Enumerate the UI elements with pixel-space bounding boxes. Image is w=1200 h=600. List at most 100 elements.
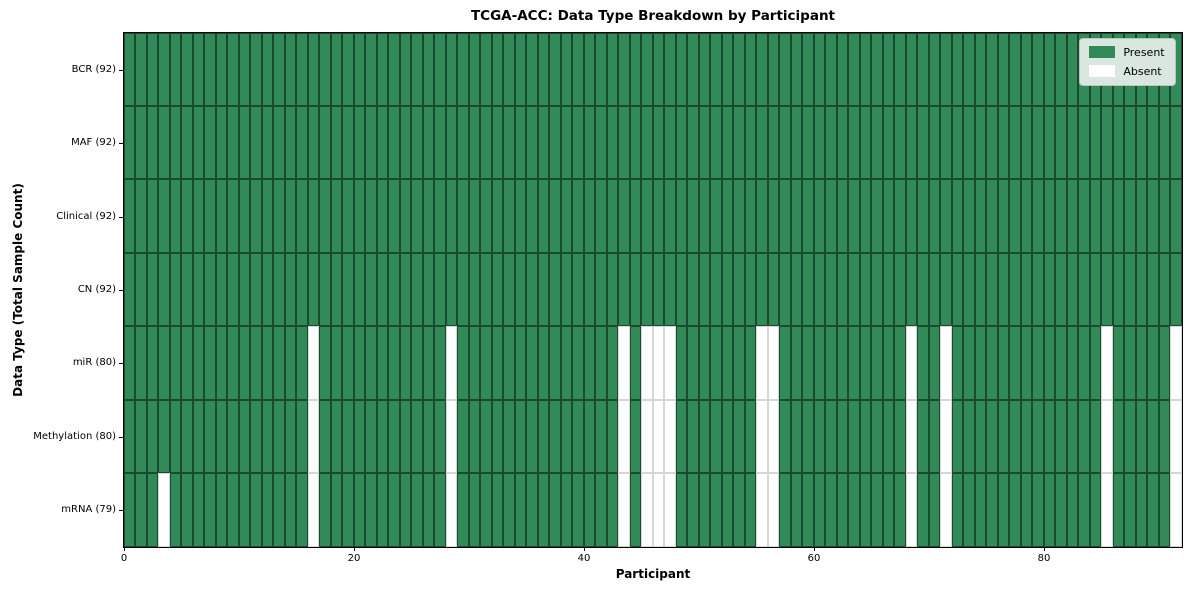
- heatmap-cell: [319, 106, 331, 180]
- heatmap-cell: [675, 32, 688, 107]
- heatmap-cell: [767, 473, 780, 547]
- heatmap-cell: [399, 179, 412, 253]
- heatmap-cell: [744, 252, 757, 327]
- y-tick-label-cn: CN (92): [77, 284, 116, 295]
- heatmap-cell: [687, 326, 699, 400]
- heatmap-cell: [986, 326, 998, 400]
- heatmap-cell: [583, 473, 596, 547]
- heatmap-cell: [813, 326, 826, 400]
- heatmap-cell: [307, 32, 320, 107]
- heatmap-cell: [560, 399, 573, 474]
- heatmap-cell: [514, 326, 527, 400]
- heatmap-cell: [123, 106, 136, 180]
- heatmap-cell: [779, 32, 791, 107]
- heatmap-cell: [227, 326, 239, 400]
- heatmap-cell: [675, 473, 688, 547]
- heatmap-cell: [986, 473, 998, 547]
- heatmap-cell: [422, 252, 435, 327]
- heatmap-cell: [342, 473, 354, 547]
- heatmap-cell: [296, 179, 308, 253]
- heatmap-cell: [549, 473, 561, 547]
- heatmap-cell: [917, 179, 929, 253]
- heatmap-cell: [882, 399, 895, 474]
- heatmap-cell: [549, 326, 561, 400]
- heatmap-cell: [319, 32, 331, 107]
- heatmap-cell: [204, 399, 216, 474]
- heatmap-cell: [859, 179, 872, 253]
- heatmap-cell: [376, 179, 389, 253]
- heatmap-cell: [744, 106, 757, 180]
- heatmap-cell: [1009, 179, 1021, 253]
- heatmap-cell: [250, 399, 262, 474]
- heatmap-cell: [882, 32, 895, 107]
- heatmap-cell: [675, 179, 688, 253]
- heatmap-cell: [802, 179, 814, 253]
- heatmap-cell: [595, 326, 607, 400]
- heatmap-cell: [813, 179, 826, 253]
- heatmap-cell: [445, 399, 458, 474]
- heatmap-cell: [744, 399, 757, 474]
- heatmap-cell: [825, 106, 837, 180]
- heatmap-cell: [1055, 32, 1067, 107]
- heatmap-cell: [135, 106, 147, 180]
- heatmap-cell: [790, 252, 803, 327]
- heatmap-cell: [641, 473, 653, 547]
- heatmap-cell: [250, 32, 262, 107]
- heatmap-cell: [204, 252, 216, 327]
- heatmap-cell: [238, 252, 251, 327]
- heatmap-cell: [514, 399, 527, 474]
- heatmap-cell: [503, 326, 515, 400]
- heatmap-cell: [468, 32, 481, 107]
- heatmap-cell: [215, 326, 228, 400]
- heatmap-cell: [146, 106, 159, 180]
- heatmap-cell: [537, 252, 550, 327]
- heatmap-cell: [284, 179, 297, 253]
- heatmap-cell: [526, 32, 538, 107]
- heatmap-cell: [974, 106, 987, 180]
- heatmap-cell: [779, 179, 791, 253]
- heatmap-cell: [744, 473, 757, 547]
- heatmap-cell: [549, 106, 561, 180]
- heatmap-cell: [963, 32, 975, 107]
- heatmap-row-cn: [123, 252, 1182, 327]
- heatmap-cell: [549, 399, 561, 474]
- heatmap-cell: [307, 473, 320, 547]
- heatmap-cell: [1078, 179, 1090, 253]
- heatmap-cell: [767, 252, 780, 327]
- heatmap-cell: [756, 252, 768, 327]
- heatmap-cell: [894, 179, 906, 253]
- heatmap-cell: [836, 399, 849, 474]
- heatmap-cell: [825, 179, 837, 253]
- heatmap-cell: [917, 399, 929, 474]
- heatmap-cell: [284, 32, 297, 107]
- heatmap-cell: [963, 326, 975, 400]
- heatmap-cell: [974, 399, 987, 474]
- heatmap-cell: [353, 326, 366, 400]
- heatmap-cell: [779, 399, 791, 474]
- heatmap-cell: [158, 179, 170, 253]
- heatmap-cell: [986, 399, 998, 474]
- heatmap-cell: [261, 473, 274, 547]
- heatmap-cell: [169, 473, 182, 547]
- heatmap-cell: [583, 179, 596, 253]
- heatmap-cell: [733, 399, 745, 474]
- heatmap-cell: [135, 326, 147, 400]
- heatmap-cell: [422, 106, 435, 180]
- heatmap-cell: [721, 399, 734, 474]
- heatmap-cell: [284, 399, 297, 474]
- heatmap-cell: [1032, 32, 1044, 107]
- heatmap-cell: [215, 106, 228, 180]
- heatmap-cell: [549, 252, 561, 327]
- heatmap-cell: [422, 326, 435, 400]
- heatmap-cell: [664, 179, 676, 253]
- heatmap-cell: [1158, 399, 1171, 474]
- heatmap-cell: [1170, 326, 1182, 400]
- heatmap-cell: [1135, 473, 1148, 547]
- heatmap-cell: [342, 106, 354, 180]
- heatmap-cell: [997, 32, 1010, 107]
- heatmap-cell: [618, 32, 630, 107]
- heatmap-cell: [365, 399, 377, 474]
- heatmap-cell: [1147, 179, 1159, 253]
- heatmap-cell: [227, 473, 239, 547]
- heatmap-cell: [825, 399, 837, 474]
